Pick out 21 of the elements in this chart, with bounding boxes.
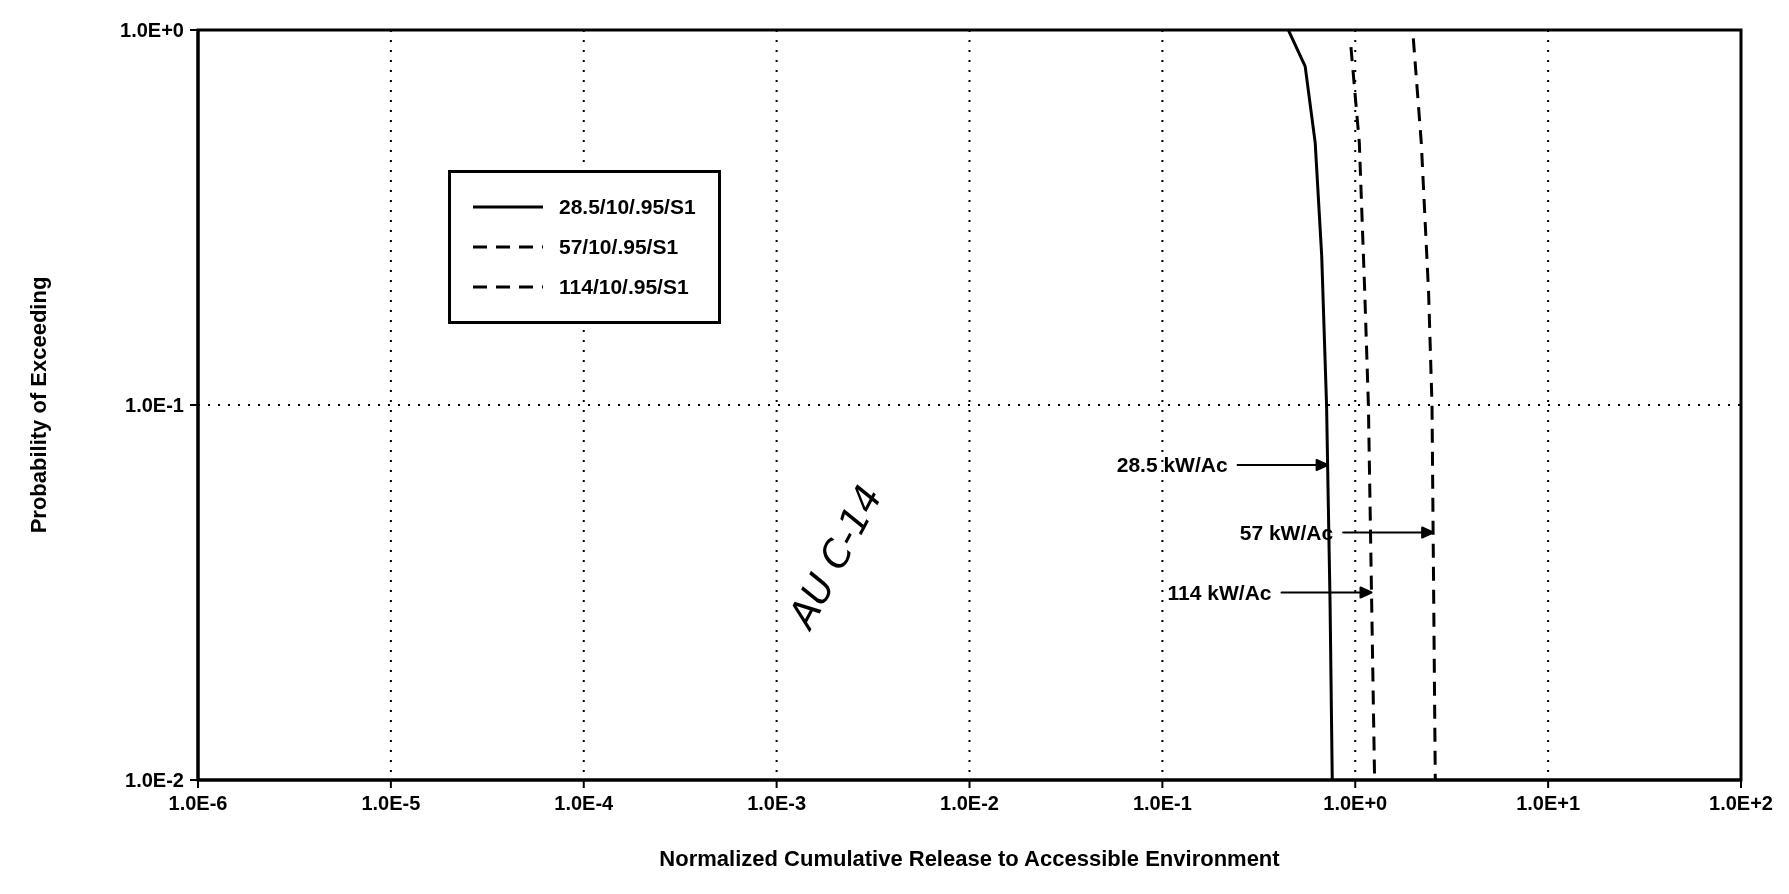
- legend-label: 28.5/10/.95/S1: [559, 195, 696, 219]
- x-tick-label: 1.0E-5: [361, 792, 421, 815]
- x-tick-label: 1.0E-4: [554, 792, 615, 815]
- legend-label: 114/10/.95/S1: [559, 275, 689, 299]
- x-tick-label: 1.0E-2: [940, 792, 999, 815]
- line-series: [1411, 36, 1437, 780]
- annotation: 28.5 kW/Ac: [1116, 453, 1228, 476]
- x-tick-label: 1.0E+2: [1709, 792, 1773, 815]
- x-tick-label: 1.0E-1: [1132, 792, 1192, 815]
- x-tick-label: 1.0E+0: [1323, 792, 1388, 815]
- y-tick-label: 1.0E+0: [120, 19, 184, 42]
- y-axis-title: Probability of Exceeding: [25, 276, 51, 534]
- y-tick-label: 1.0E-1: [125, 394, 184, 417]
- legend-label: 57/10/.95/S1: [559, 235, 679, 259]
- x-tick-label: 1.0E-6: [168, 792, 228, 815]
- x-tick-label: 1.0E+1: [1516, 792, 1581, 815]
- annotation: AU C-14: [778, 477, 892, 638]
- x-axis-title: Normalized Cumulative Release to Accessible Environment: [659, 846, 1281, 871]
- y-tick-label: 1.0E-2: [125, 769, 184, 792]
- x-tick-label: 1.0E-3: [747, 792, 807, 815]
- annotation: 114 kW/Ac: [1167, 580, 1272, 604]
